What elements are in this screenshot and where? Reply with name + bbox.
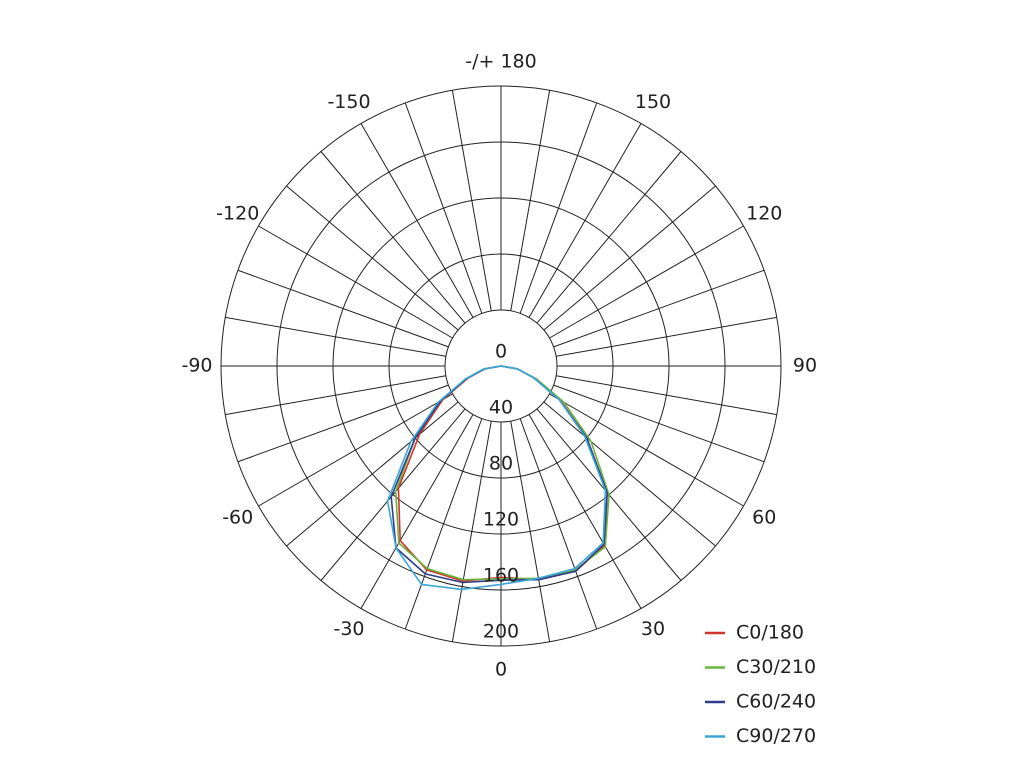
grid-spoke [553, 384, 765, 463]
grid-spoke [258, 225, 453, 339]
theta-tick-label: -30 [333, 618, 364, 640]
theta-tick-label: -150 [327, 91, 370, 113]
grid-spoke [519, 102, 598, 314]
theta-tick-label: 150 [635, 91, 671, 113]
legend-label: C0/180 [736, 622, 804, 644]
grid-spoke [451, 421, 492, 642]
theta-tick-label: -60 [222, 507, 253, 529]
grid-spoke [360, 123, 474, 318]
theta-tick-label: -120 [216, 203, 259, 225]
grid-spoke [286, 401, 459, 547]
grid-spoke [556, 375, 777, 416]
grid-spoke [556, 316, 777, 357]
theta-tick-label: -90 [181, 355, 212, 377]
r-tick-label: 80 [489, 453, 513, 475]
theta-tick-label: -/+ 180 [465, 51, 536, 73]
grid-spoke [225, 375, 446, 416]
grid-spoke [543, 401, 716, 547]
r-tick-label: 40 [489, 397, 513, 419]
grid-spoke [553, 269, 765, 348]
grid-spoke [510, 90, 551, 311]
grid-spoke [549, 393, 744, 507]
r-tick-label: 160 [483, 565, 519, 587]
grid-spoke [536, 151, 682, 324]
r-tick-label: 0 [495, 341, 507, 363]
grid-spoke [237, 269, 449, 348]
grid-spoke [225, 316, 446, 357]
grid-spoke [451, 90, 492, 311]
theta-tick-label: 120 [746, 203, 782, 225]
grid-spoke [510, 421, 551, 642]
grid-spoke [549, 225, 744, 339]
legend-label: C30/210 [736, 656, 816, 678]
grid-spoke [519, 418, 598, 630]
theta-tick-label: 60 [752, 507, 776, 529]
grid-spoke [286, 185, 459, 331]
grid-spoke [543, 185, 716, 331]
grid-spoke [528, 414, 642, 609]
legend-label: C60/240 [736, 691, 816, 713]
grid [220, 85, 782, 647]
grid-spoke [258, 393, 453, 507]
r-tick-label: 200 [483, 621, 519, 643]
theta-tick-label: 90 [793, 355, 817, 377]
r-tick-label: 120 [483, 509, 519, 531]
grid-spoke [320, 408, 466, 581]
series-curve [386, 365, 607, 591]
grid-spoke [528, 123, 642, 318]
grid-spoke [404, 102, 483, 314]
grid-spoke [404, 418, 483, 630]
legend-label: C90/270 [736, 725, 816, 747]
grid-spoke [237, 384, 449, 463]
theta-tick-label: 30 [641, 618, 665, 640]
grid-spoke [320, 151, 466, 324]
grid-spoke [360, 414, 474, 609]
theta-tick-label: 0 [495, 659, 507, 681]
